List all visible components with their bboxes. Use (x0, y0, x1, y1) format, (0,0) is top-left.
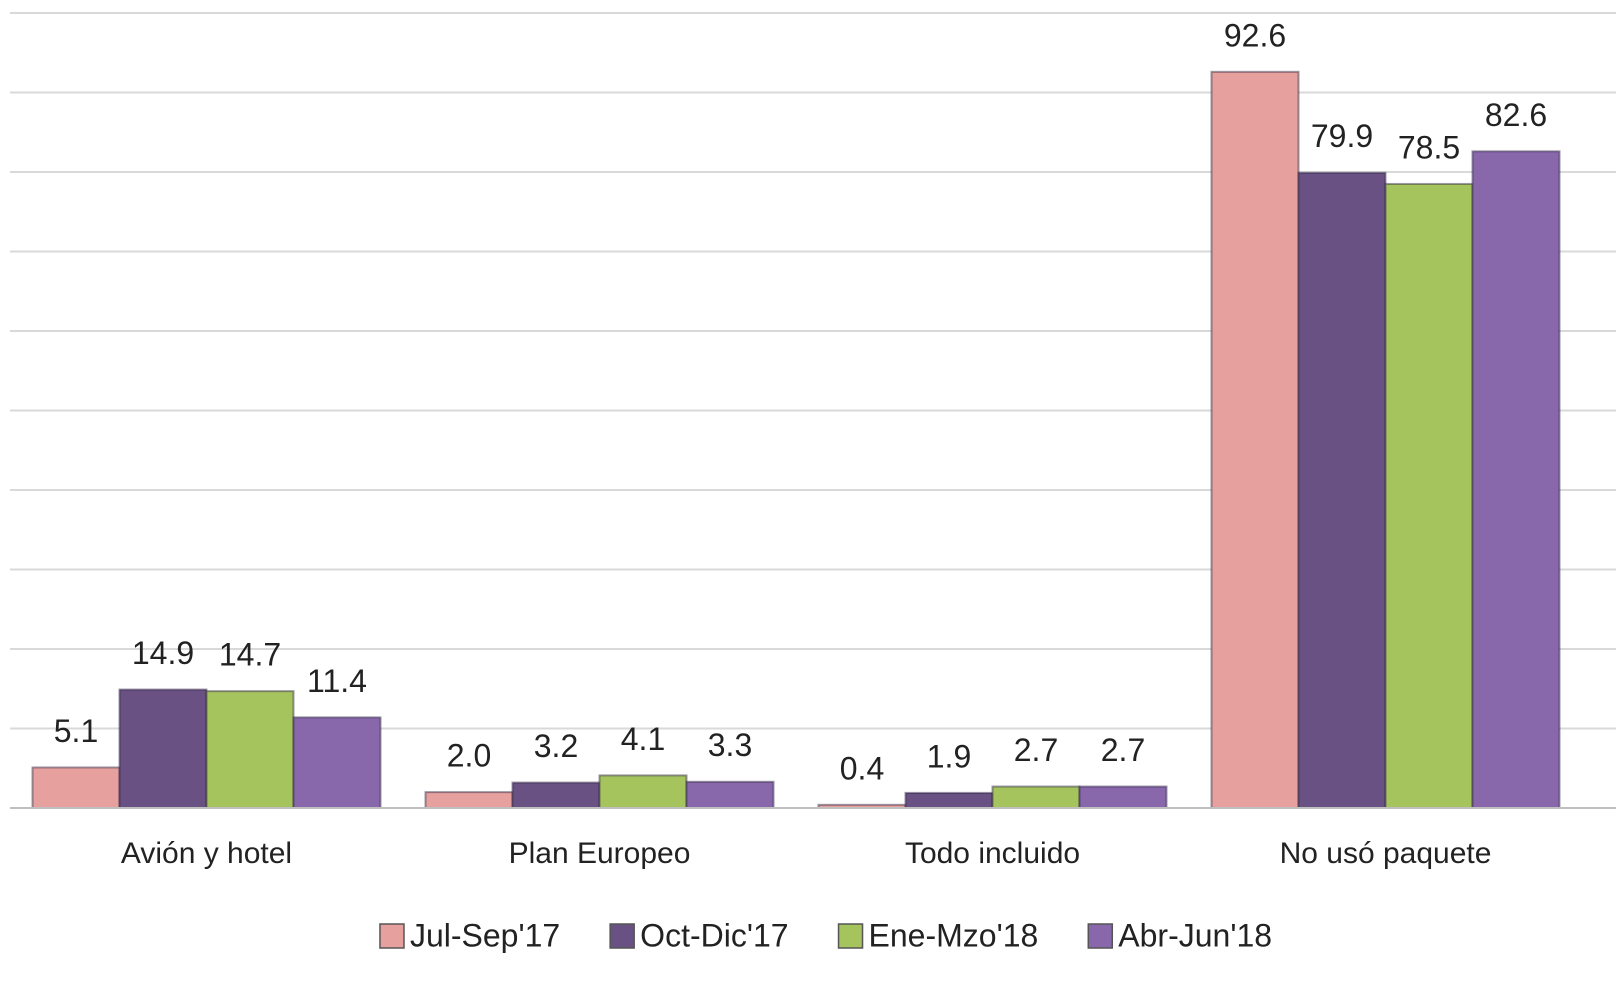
data-label: 79.9 (1311, 118, 1373, 154)
data-label: 14.7 (219, 637, 281, 673)
x-tick-label: Avión y hotel (121, 837, 292, 870)
data-label: 4.1 (621, 721, 665, 757)
data-label: 11.4 (307, 663, 367, 699)
legend-item: Oct-Dic'17 (609, 917, 789, 953)
bar (31, 766, 121, 810)
data-label: 92.6 (1224, 17, 1286, 53)
data-label: 82.6 (1485, 97, 1547, 133)
bar (118, 688, 208, 809)
legend-item: Ene-Mzo'18 (837, 917, 1039, 953)
bar (1384, 182, 1474, 810)
data-label: 5.1 (54, 713, 98, 749)
legend-label: Abr-Jun'18 (1118, 917, 1272, 953)
bar (511, 781, 601, 809)
data-label: 0.4 (840, 750, 884, 786)
bar (1210, 70, 1300, 809)
bar (1078, 785, 1168, 809)
data-label: 2.7 (1014, 732, 1058, 768)
legend-label: Jul-Sep'17 (410, 917, 560, 953)
legend-item: Jul-Sep'17 (379, 917, 560, 953)
legend-swatch (1087, 923, 1114, 949)
bar (685, 780, 775, 810)
x-tick-label: Todo incluido (905, 837, 1080, 870)
bar (991, 785, 1081, 809)
x-tick-label: Plan Europeo (509, 837, 691, 870)
bar (205, 690, 295, 810)
bar (1297, 171, 1387, 810)
x-tick-label: No usó paquete (1280, 837, 1492, 870)
legend-label: Oct-Dic'17 (640, 917, 788, 953)
legend-swatch (609, 923, 635, 949)
data-label: 2.7 (1101, 732, 1145, 768)
data-label: 78.5 (1398, 129, 1460, 165)
legend-item: Abr-Jun'18 (1087, 917, 1272, 953)
bar (292, 716, 382, 809)
data-label: 14.9 (132, 635, 194, 671)
legend-swatch (837, 923, 864, 949)
bar (904, 791, 994, 810)
data-label: 3.3 (708, 727, 752, 763)
legend-label: Ene-Mzo'18 (869, 917, 1039, 953)
data-label: 3.2 (534, 728, 578, 764)
bar (1471, 150, 1561, 809)
data-label: 1.9 (927, 738, 971, 774)
bar (598, 774, 688, 810)
bar (424, 791, 514, 809)
legend-swatch (379, 923, 405, 949)
data-label: 2.0 (447, 738, 491, 774)
